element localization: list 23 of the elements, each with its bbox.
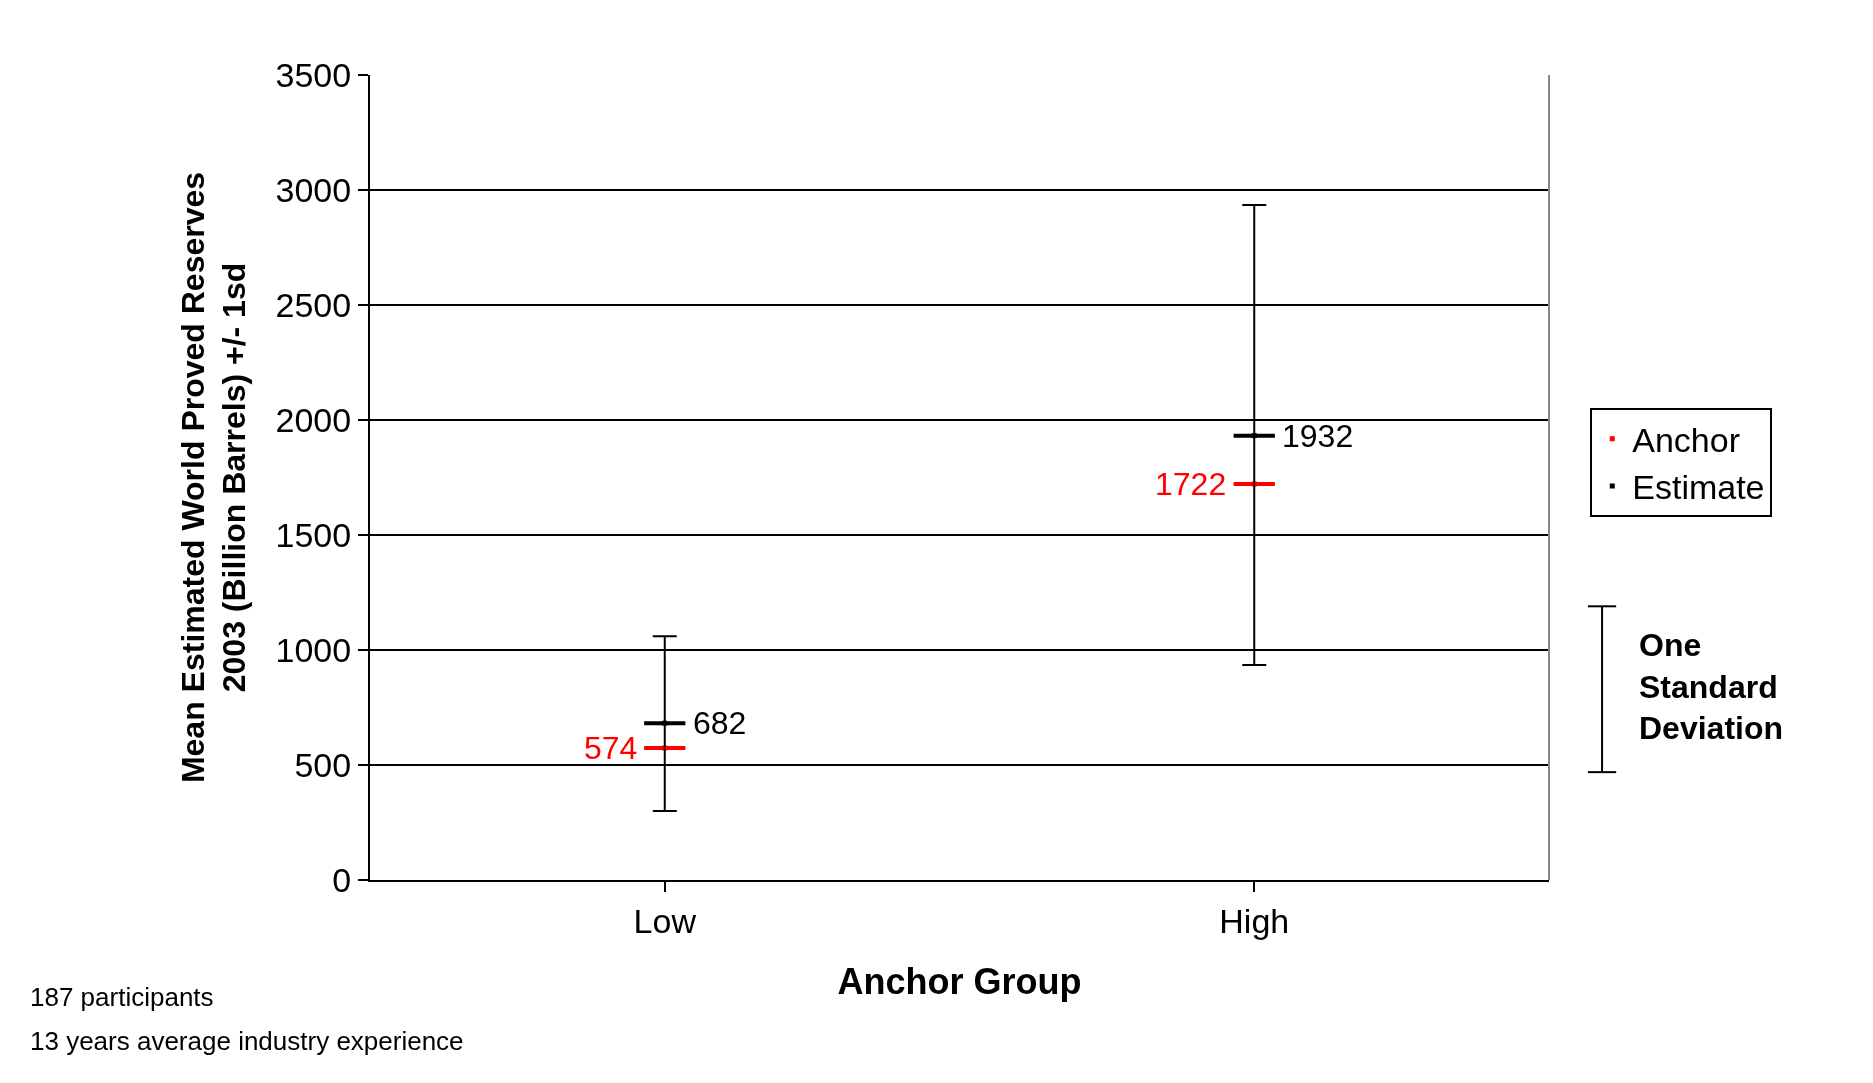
x-tick-label: High xyxy=(1219,901,1290,940)
legend-label: Anchor xyxy=(1632,421,1740,460)
y-tick-label: 0 xyxy=(332,860,352,899)
x-tick-label: Low xyxy=(633,901,697,940)
data-label: 682 xyxy=(693,705,747,741)
y-tick-label: 1000 xyxy=(275,630,352,669)
text: 187 participants xyxy=(30,982,214,1012)
text: 13 years average industry experience xyxy=(30,1026,464,1056)
y-tick-label: 2500 xyxy=(275,285,352,324)
y-tick-label: 500 xyxy=(294,745,352,784)
data-label: 1932 xyxy=(1282,418,1354,454)
y-tick-label: 3000 xyxy=(275,170,352,209)
y-tick-label: 3500 xyxy=(275,55,352,94)
point xyxy=(662,720,668,726)
legend-label: Estimate xyxy=(1632,468,1765,507)
point xyxy=(1251,433,1257,439)
y-tick-label: 2000 xyxy=(275,400,352,439)
data-label: 574 xyxy=(584,730,638,766)
text: One Standard Deviation xyxy=(1639,627,1784,747)
data-label: 1722 xyxy=(1155,466,1227,502)
y-axis-title: Mean Estimated World Proved Reserves 2003 (Billion Barrels) +/- 1sd xyxy=(174,171,253,784)
x-axis-title: Anchor Group xyxy=(837,961,1082,1002)
y-tick-label: 1500 xyxy=(275,515,352,554)
